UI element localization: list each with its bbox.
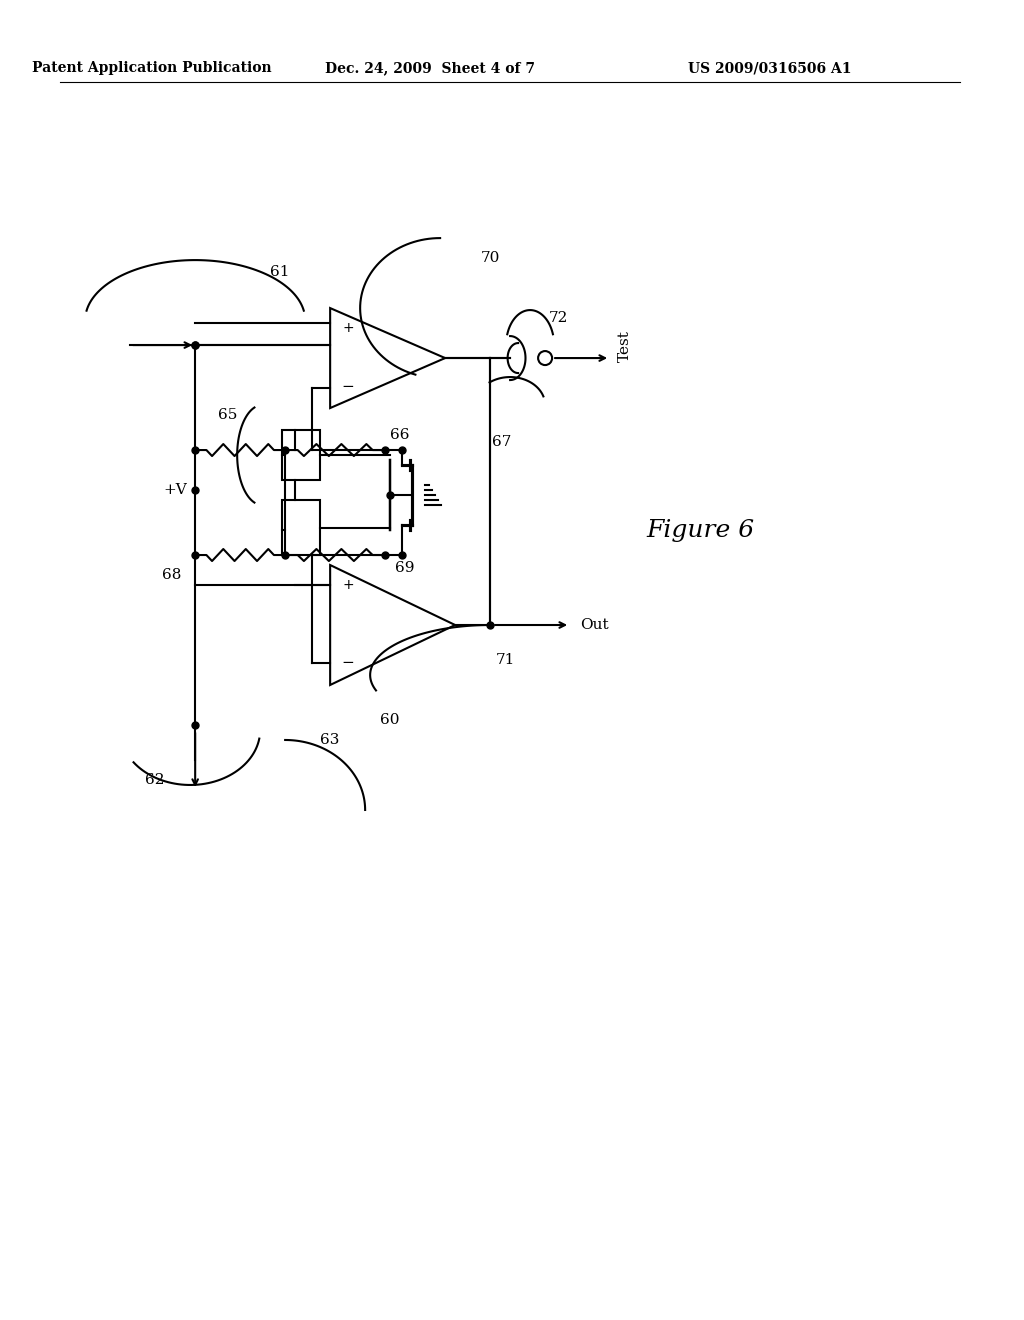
Text: 65: 65 xyxy=(218,408,238,422)
Text: US 2009/0316506 A1: US 2009/0316506 A1 xyxy=(688,61,852,75)
Text: Dec. 24, 2009  Sheet 4 of 7: Dec. 24, 2009 Sheet 4 of 7 xyxy=(326,61,536,75)
Text: 62: 62 xyxy=(145,774,165,787)
Text: 63: 63 xyxy=(321,733,340,747)
Bar xyxy=(283,430,321,480)
Text: −: − xyxy=(342,656,354,671)
Text: Out: Out xyxy=(580,618,608,632)
Text: 71: 71 xyxy=(496,653,515,667)
Text: +: + xyxy=(342,321,354,335)
Text: Figure 6: Figure 6 xyxy=(646,519,754,541)
Bar xyxy=(283,500,321,554)
Text: 69: 69 xyxy=(395,561,415,576)
Text: 61: 61 xyxy=(270,265,290,279)
Text: 70: 70 xyxy=(480,251,500,265)
Text: 66: 66 xyxy=(390,428,410,442)
Text: +V: +V xyxy=(164,483,187,498)
Text: Patent Application Publication: Patent Application Publication xyxy=(33,61,272,75)
Text: −: − xyxy=(342,379,354,393)
Circle shape xyxy=(538,351,552,366)
Text: Test: Test xyxy=(618,330,632,362)
Text: +: + xyxy=(342,578,354,591)
Text: 72: 72 xyxy=(549,312,567,325)
Text: 68: 68 xyxy=(163,568,182,582)
Text: 60: 60 xyxy=(380,713,400,727)
Text: 67: 67 xyxy=(493,436,512,449)
